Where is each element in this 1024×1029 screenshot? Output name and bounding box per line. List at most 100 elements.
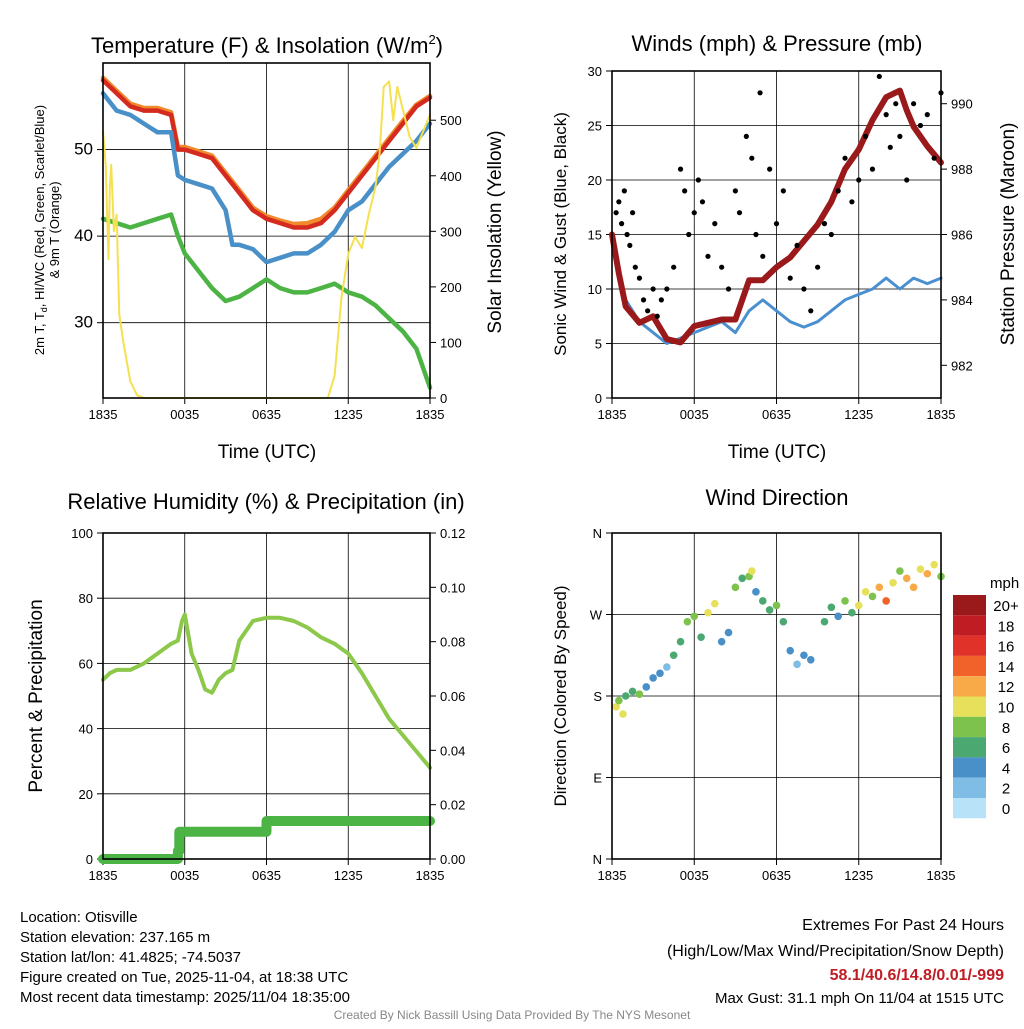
gust-point xyxy=(616,199,622,205)
gust-point xyxy=(828,231,834,238)
temperature-y-label-line2: & 9m T (Orange) xyxy=(47,181,62,278)
legend-label: 8 xyxy=(1002,720,1010,737)
legend-swatch xyxy=(953,777,986,798)
legend-swatch xyxy=(953,635,986,656)
gust-point xyxy=(691,210,697,216)
gust-point xyxy=(699,199,706,205)
wind-direction-point xyxy=(806,655,815,664)
wind-direction-point xyxy=(868,592,877,601)
x-tick-label: 1235 xyxy=(844,868,873,883)
x-tick-label: 1835 xyxy=(416,407,445,422)
y2-tick-label: 0.08 xyxy=(440,635,465,650)
gust-point xyxy=(835,188,841,194)
wind-direction-point xyxy=(848,608,856,617)
y-tick-label: 20 xyxy=(588,173,602,188)
x-tick-label: 1835 xyxy=(598,407,627,422)
gust-point xyxy=(794,242,800,248)
gust-point xyxy=(760,253,766,259)
gust-point xyxy=(863,133,869,139)
x-tick-label: 0635 xyxy=(252,868,281,883)
y2-tick-label: 986 xyxy=(951,228,973,243)
legend-label: 12 xyxy=(998,679,1015,696)
y-tick-label: 30 xyxy=(74,313,93,332)
wind-direction-point xyxy=(635,690,644,698)
gust-point xyxy=(618,221,625,227)
humidity-y-label: Percent & Precipitation xyxy=(26,599,47,792)
y-tick-label: 10 xyxy=(588,282,602,297)
y2-tick-label: 100 xyxy=(440,335,462,350)
extremes-title: Extremes For Past 24 Hours xyxy=(802,917,1004,934)
wind_direction-plot-frame xyxy=(611,532,942,860)
y2-tick-label: 0.12 xyxy=(440,526,465,541)
y-tick-label: 40 xyxy=(74,226,93,245)
gust-point xyxy=(773,221,780,227)
gust-point xyxy=(897,133,903,139)
wind-direction-point xyxy=(649,674,657,682)
x-tick-label: 1835 xyxy=(89,407,118,422)
y2-tick-label: 500 xyxy=(440,113,462,128)
legend-label: 20+ xyxy=(993,598,1019,615)
gust-point xyxy=(904,177,910,183)
extremes-values: 58.1/40.6/14.8/0.01/-999 xyxy=(830,967,1004,984)
y-tick-label: E xyxy=(593,771,602,786)
gust-point xyxy=(883,112,889,118)
wind-direction-point xyxy=(615,696,623,705)
gust-point xyxy=(917,122,924,129)
x-tick-label: 1835 xyxy=(598,868,627,883)
wind-direction-point xyxy=(724,628,733,637)
x-tick-label: 0635 xyxy=(762,407,791,422)
legend-label: 6 xyxy=(1002,740,1010,757)
gust-point xyxy=(808,308,814,314)
x-tick-label: 1835 xyxy=(927,868,956,883)
wind-direction-point xyxy=(772,601,781,610)
wind-direction-point xyxy=(669,651,678,660)
wind-direction-point xyxy=(923,569,932,578)
elevation-text: Station elevation: 237.165 m xyxy=(20,929,210,946)
wind-direction-point xyxy=(800,651,808,660)
gust-point xyxy=(725,286,732,292)
wind-direction-point xyxy=(697,633,705,641)
x-tick-label: 0035 xyxy=(170,407,199,422)
winds-plot: 1835 0035 0635 1235 183505101520253098298498… xyxy=(588,64,973,422)
y2-tick-label: 984 xyxy=(951,293,973,308)
legend-label: 2 xyxy=(1002,781,1010,798)
legend-swatch xyxy=(953,595,986,616)
humidity-chart-title: Relative Humidity (%) & Precipitation (i… xyxy=(67,489,464,514)
gust-point xyxy=(650,286,656,292)
humidity-plot: 1835 0035 0635 1235 18350204060801000.000.02… xyxy=(71,526,465,883)
legend-swatch xyxy=(953,737,986,758)
wind-direction-point xyxy=(752,588,760,596)
gust-point xyxy=(719,264,725,270)
credit-text: Created By Nick Bassill Using Data Provi… xyxy=(334,1008,691,1022)
y-tick-label: 60 xyxy=(79,656,93,671)
gust-point xyxy=(613,210,619,216)
y-tick-label: 25 xyxy=(588,119,602,134)
solar-insolation-line xyxy=(102,80,431,399)
gust-point xyxy=(677,166,684,172)
legend-label: 16 xyxy=(998,639,1015,656)
temperature-plot-frame xyxy=(102,62,431,399)
legend-label: 4 xyxy=(1002,760,1010,777)
gust-point xyxy=(753,231,759,238)
wind-direction-point xyxy=(779,617,788,626)
max-gust-text: Max Gust: 31.1 mph On 11/04 at 1515 UTC xyxy=(715,990,1004,1007)
y-tick-label: N xyxy=(593,852,602,867)
latlon-text: Station lat/lon: 41.4825; -74.5037 xyxy=(20,949,241,966)
gust-point xyxy=(767,166,773,172)
extremes-subtitle: (High/Low/Max Wind/Precipitation/Snow De… xyxy=(667,943,1004,960)
gust-point xyxy=(632,264,638,270)
gust-point xyxy=(849,199,855,205)
y2-tick-label: 400 xyxy=(440,169,462,184)
dewpoint-line xyxy=(100,212,433,390)
y2-tick-label: 200 xyxy=(440,280,462,295)
y2-tick-label: 0.06 xyxy=(440,689,465,704)
wind-direction-point xyxy=(619,710,627,718)
wind-direction-point xyxy=(621,692,630,700)
wind-direction-point xyxy=(642,683,651,691)
x-tick-label: 0635 xyxy=(252,407,281,422)
y2-tick-label: 982 xyxy=(951,358,973,373)
wind-direction-point xyxy=(738,574,747,583)
legend-label: 10 xyxy=(998,700,1015,717)
